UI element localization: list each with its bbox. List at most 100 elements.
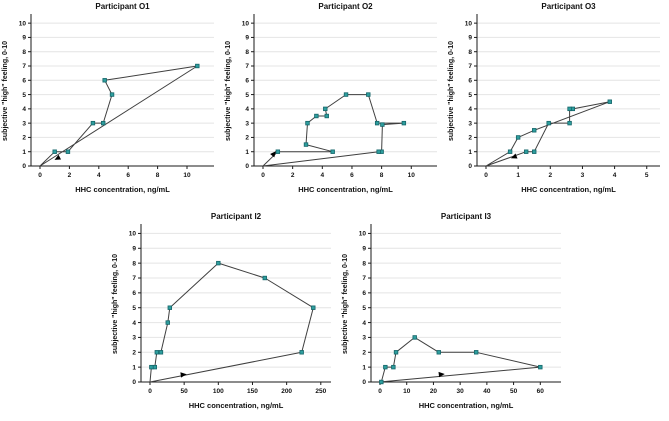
data-point-marker [149,364,154,370]
x-tick-label: 2 [68,172,72,179]
data-point-marker [567,106,572,112]
x-tick-label: 0 [378,388,382,395]
panel-title: Participant I3 [441,212,492,221]
data-point-marker [380,122,385,127]
y-tick-label: 7 [22,63,26,70]
data-point-marker [102,78,107,83]
x-tick-label: 2 [291,172,295,179]
data-point-marker [376,149,381,154]
data-point-marker [305,120,310,126]
y-tick-label: 1 [468,149,472,156]
x-tick-label: 1 [516,172,520,179]
y-tick-label: 10 [19,20,27,27]
data-point-marker [374,120,380,126]
data-point-marker [158,350,164,355]
trajectory-line [262,94,405,167]
y-tick-label: 0 [132,379,136,386]
x-tick-label: 40 [483,388,491,395]
y-axis-label: subjective "high" feeling, 0-10 [225,41,232,141]
data-point-marker [393,350,399,355]
x-axis-label: HHC concentration, ng/mL [419,401,514,410]
data-point-marker [401,120,407,126]
y-tick-label: 5 [245,92,249,99]
panel-participant-o1: 0 1 2 3 4 5 6 7 8 9 10 0 2 4 6 8 10 Participant O1 HHC con… [0,0,223,200]
y-tick-label: 4 [132,320,136,327]
time-direction-arrow [510,153,518,159]
y-tick-label: 2 [362,349,366,356]
data-point-marker [311,305,316,310]
x-tick-label: 50 [510,388,518,395]
data-point-marker [314,113,319,119]
x-tick-label: 10 [183,172,191,179]
y-tick-label: 8 [132,260,136,267]
data-point-marker [275,149,281,154]
y-tick-label: 8 [362,260,366,267]
panel-title: Participant O2 [318,2,373,11]
data-point-marker [532,149,537,154]
data-point-marker [532,128,537,133]
x-tick-label: 6 [350,172,354,179]
y-tick-label: 9 [22,35,26,42]
y-tick-label: 4 [362,320,366,327]
trajectory-line [39,65,198,167]
y-tick-label: 7 [132,275,136,282]
panel-participant-o2: 0 1 2 3 4 5 6 7 8 9 10 0 2 4 6 8 10 Participant O2 HHC con… [223,0,446,200]
y-tick-label: 0 [22,163,26,170]
data-point-marker [324,113,329,119]
data-point-marker [216,260,221,266]
x-axis-label: HHC concentration, ng/mL [298,185,393,194]
panel-title: Participant O3 [541,2,596,11]
data-point-marker [262,275,267,281]
data-point-marker [473,350,479,355]
data-point-marker [90,120,96,126]
data-point-marker [507,149,513,154]
trajectory-line [485,101,611,167]
x-tick-label: 4 [320,172,324,179]
y-axis-label: subjective "high" feeling, 0-10 [448,41,455,141]
data-point-marker [109,92,115,97]
y-tick-label: 3 [362,335,366,342]
y-tick-label: 5 [362,305,366,312]
x-tick-label: 0 [148,388,152,395]
data-point-marker [195,63,200,69]
data-point-marker [379,379,384,385]
y-tick-label: 7 [245,63,249,70]
x-tick-label: 20 [430,388,438,395]
panel-title: Participant I2 [211,212,262,221]
x-tick-label: 0 [484,172,488,179]
y-tick-label: 5 [22,92,26,99]
data-point-marker [299,350,304,355]
y-tick-label: 9 [362,245,366,252]
y-tick-label: 8 [468,49,472,56]
y-tick-label: 10 [129,231,137,238]
time-direction-arrow [54,154,62,160]
data-point-marker [412,335,417,340]
y-tick-label: 1 [362,364,366,371]
data-point-marker [154,350,160,355]
data-point-marker [546,120,551,126]
y-tick-label: 3 [132,335,136,342]
y-tick-label: 6 [132,290,136,297]
y-tick-label: 4 [22,106,26,113]
y-tick-label: 1 [245,149,249,156]
x-tick-label: 200 [281,388,292,395]
x-tick-label: 4 [97,172,101,179]
x-tick-label: 0 [38,172,42,179]
y-tick-label: 1 [22,149,26,156]
y-tick-label: 5 [468,92,472,99]
panel-participant-i3: 0 1 2 3 4 5 6 7 8 9 10 0 10 20 30 40 50 60 Participant I3 H… [340,210,570,416]
data-point-marker [515,135,521,140]
data-point-marker [366,92,371,97]
y-axis-label: subjective "high" feeling, 0-10 [2,41,9,141]
y-tick-label: 6 [468,77,472,84]
y-tick-label: 9 [468,35,472,42]
data-point-marker [330,149,335,154]
x-tick-label: 10 [403,388,411,395]
trajectory-line [379,336,541,383]
data-point-marker [383,364,388,370]
data-point-marker [65,149,71,154]
y-tick-label: 9 [132,245,136,252]
x-tick-label: 5 [645,172,649,179]
y-tick-label: 6 [22,77,26,84]
